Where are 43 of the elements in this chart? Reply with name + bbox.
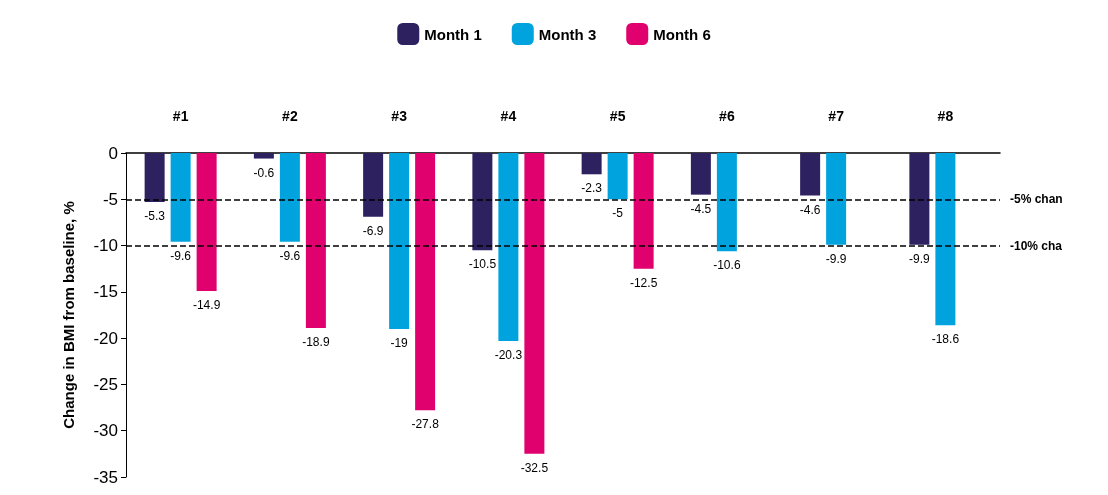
- data-label: -9.9: [909, 251, 931, 266]
- data-label: -5: [612, 206, 624, 221]
- data-label: -9.6: [279, 248, 301, 263]
- data-label: -32.5: [520, 460, 549, 475]
- data-label: -18.6: [931, 332, 960, 347]
- x-tick-label: #7: [828, 108, 845, 124]
- data-label: -20.3: [494, 347, 523, 362]
- data-label: -18.9: [302, 334, 330, 349]
- y-tick-label: -25: [93, 374, 118, 394]
- y-axis-title: Change in BMI from baseline, %: [60, 201, 77, 429]
- y-tick-label: -35: [93, 467, 118, 487]
- x-tick-label: #6: [719, 108, 735, 124]
- x-tick-label: #2: [282, 108, 298, 124]
- data-label: -27.8: [411, 417, 440, 432]
- data-label: -10.5: [468, 257, 497, 272]
- data-label: -9.9: [825, 251, 847, 266]
- data-label: -4.6: [799, 202, 821, 217]
- y-tick-label: -5: [102, 189, 118, 209]
- x-tick-label: #8: [937, 108, 954, 124]
- x-tick-label: #1: [172, 108, 189, 124]
- data-label: -9.6: [170, 248, 192, 263]
- ref-line-label: -5% chan: [1010, 192, 1063, 207]
- y-tick-label: -30: [93, 421, 118, 441]
- y-tick-label: 0: [108, 143, 118, 163]
- x-tick-label: #5: [609, 108, 626, 124]
- data-label: -2.3: [581, 181, 603, 196]
- x-tick-label: #4: [500, 108, 517, 124]
- y-tick-label: -20: [93, 328, 118, 348]
- y-tick-label: -10: [93, 236, 118, 256]
- data-label: -10.6: [713, 258, 741, 273]
- data-label: -19: [390, 335, 409, 350]
- y-tick-label: -15: [93, 282, 118, 302]
- legend-label: Month 3: [538, 25, 597, 43]
- data-label: -5.3: [144, 209, 166, 224]
- data-label: -4.5: [690, 201, 712, 216]
- data-label: -14.9: [192, 297, 221, 312]
- x-tick-label: #3: [391, 108, 408, 124]
- data-label: -12.5: [629, 275, 658, 290]
- legend-label: Month 1: [424, 25, 482, 43]
- data-label: -6.9: [362, 223, 384, 238]
- legend-label: Month 6: [653, 25, 711, 43]
- data-label: -0.6: [253, 165, 275, 180]
- ref-line-label: -10% cha: [1010, 238, 1063, 253]
